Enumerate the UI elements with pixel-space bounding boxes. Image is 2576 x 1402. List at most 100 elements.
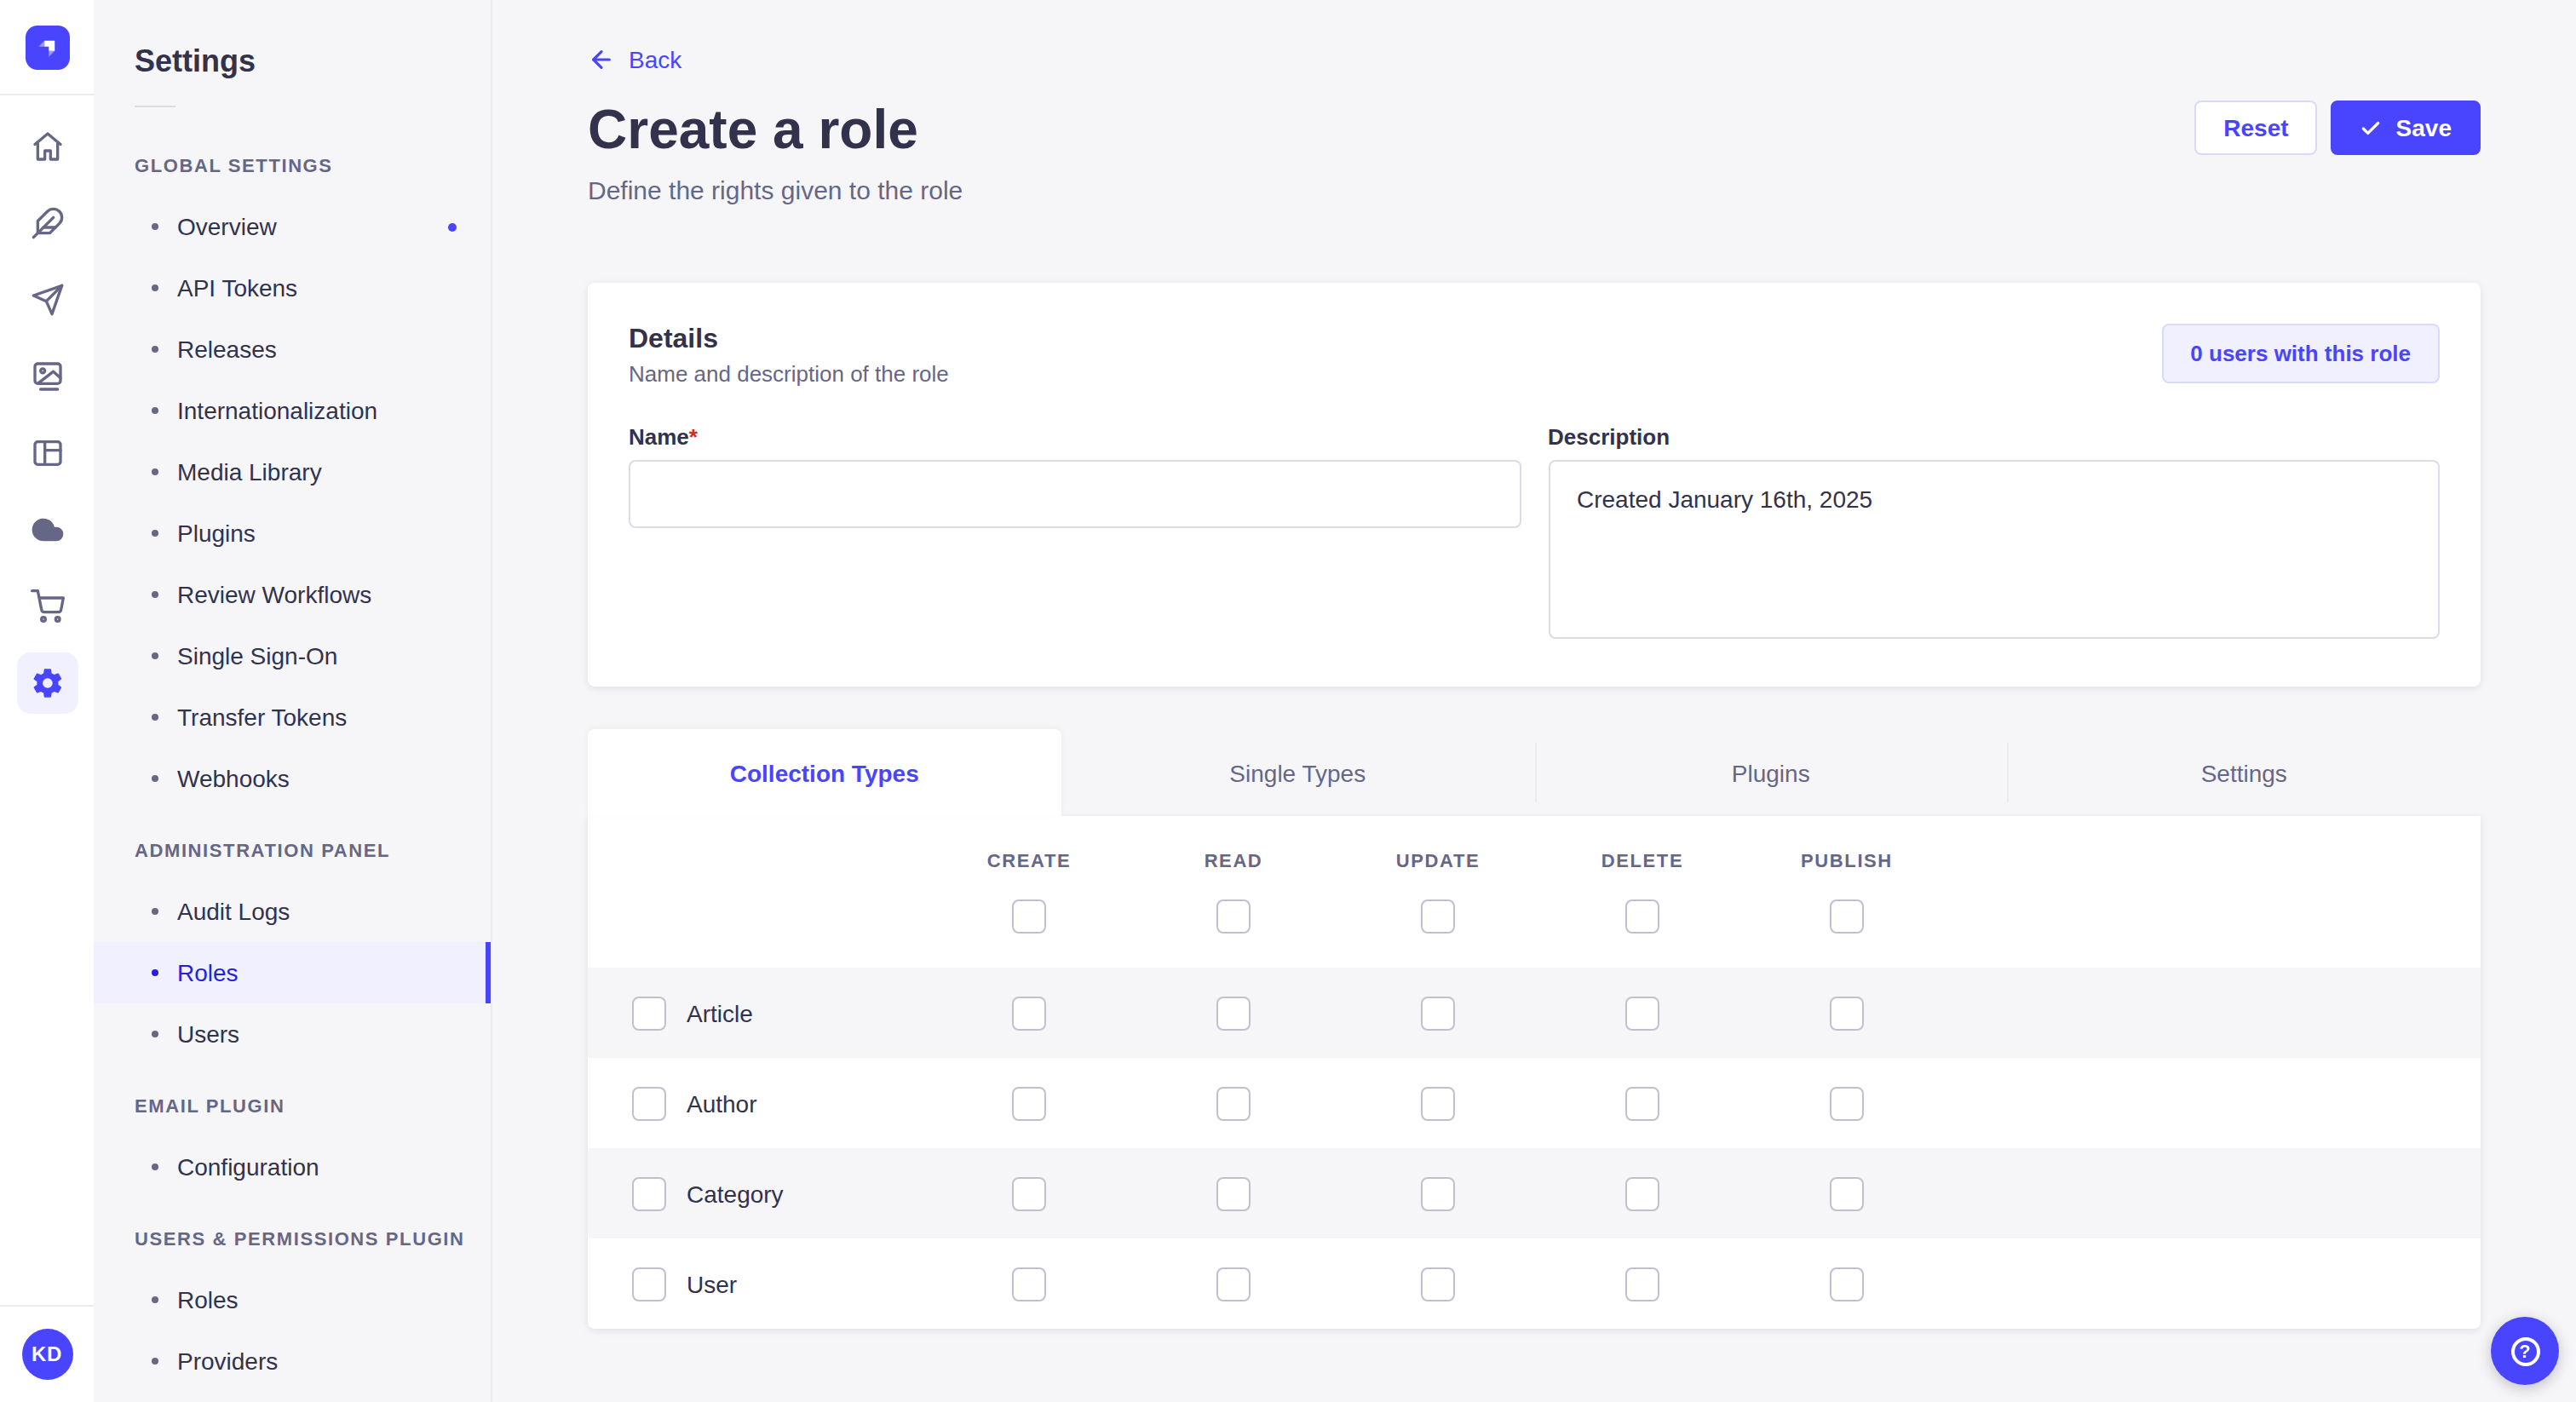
column-header-read: READ — [1131, 850, 1336, 871]
rail-bottom-section: KD — [0, 1305, 94, 1402]
row-user-checkbox[interactable] — [632, 1267, 666, 1301]
author-read-checkbox[interactable] — [1216, 1086, 1251, 1120]
tab-settings[interactable]: Settings — [2008, 729, 2481, 816]
user-create-checkbox[interactable] — [1012, 1267, 1046, 1301]
article-delete-checkbox[interactable] — [1625, 996, 1659, 1030]
permission-cell — [1336, 996, 1540, 1030]
author-publish-checkbox[interactable] — [1830, 1086, 1864, 1120]
tab-plugins[interactable]: Plugins — [1534, 729, 2008, 816]
tab-collection-types[interactable]: Collection Types — [588, 729, 1061, 816]
help-button[interactable]: ? — [2491, 1317, 2559, 1385]
sidebar-item-providers[interactable]: Providers — [94, 1330, 491, 1392]
category-read-checkbox[interactable] — [1216, 1176, 1251, 1210]
permissions-section: Collection TypesSingle TypesPluginsSetti… — [588, 729, 2481, 1329]
check-icon — [2360, 117, 2383, 139]
row-article-checkbox[interactable] — [632, 996, 666, 1030]
select-all-update-checkbox[interactable] — [1421, 899, 1455, 934]
user-publish-checkbox[interactable] — [1830, 1267, 1864, 1301]
category-publish-checkbox[interactable] — [1830, 1176, 1864, 1210]
description-textarea[interactable]: Created January 16th, 2025 — [1548, 460, 2440, 639]
sidebar-item-api-tokens[interactable]: API Tokens — [94, 257, 491, 319]
layout-icon[interactable] — [16, 422, 78, 484]
bullet-icon — [152, 714, 158, 721]
author-update-checkbox[interactable] — [1421, 1086, 1455, 1120]
sidebar-item-label: Audit Logs — [177, 898, 290, 925]
select-all-cell — [1131, 899, 1336, 934]
category-create-checkbox[interactable] — [1012, 1176, 1046, 1210]
category-delete-checkbox[interactable] — [1625, 1176, 1659, 1210]
back-label: Back — [629, 46, 681, 73]
sidebar-item-roles[interactable]: Roles — [94, 942, 491, 1003]
table-row-author: Author — [588, 1058, 2481, 1148]
bullet-icon — [152, 591, 158, 598]
sidebar-item-label: Configuration — [177, 1153, 319, 1181]
media-library-icon[interactable] — [16, 346, 78, 407]
permission-cell — [1336, 1086, 1540, 1120]
marketplace-cart-icon[interactable] — [16, 576, 78, 637]
user-avatar[interactable]: KD — [21, 1329, 72, 1380]
user-delete-checkbox[interactable] — [1625, 1267, 1659, 1301]
sidebar-item-roles[interactable]: Roles — [94, 1269, 491, 1330]
category-update-checkbox[interactable] — [1421, 1176, 1455, 1210]
sidebar-item-label: Transfer Tokens — [177, 704, 347, 731]
row-author-checkbox[interactable] — [632, 1086, 666, 1120]
sidebar-item-media-library[interactable]: Media Library — [94, 441, 491, 503]
bullet-icon — [152, 908, 158, 915]
permissions-tabs: Collection TypesSingle TypesPluginsSetti… — [588, 729, 2481, 816]
sidebar-item-plugins[interactable]: Plugins — [94, 503, 491, 564]
permission-cell — [1745, 1267, 1949, 1301]
permission-cell — [1336, 1267, 1540, 1301]
details-title: Details — [629, 324, 949, 354]
strapi-logo[interactable] — [25, 25, 69, 69]
user-read-checkbox[interactable] — [1216, 1267, 1251, 1301]
select-all-publish-checkbox[interactable] — [1830, 899, 1864, 934]
row-label-cell: Author — [588, 1086, 927, 1120]
nav-section-label: EMAIL PLUGIN — [94, 1092, 491, 1119]
author-create-checkbox[interactable] — [1012, 1086, 1046, 1120]
sidebar-item-webhooks[interactable]: Webhooks — [94, 748, 491, 809]
sidebar-item-releases[interactable]: Releases — [94, 319, 491, 380]
save-button[interactable]: Save — [2332, 101, 2481, 155]
users-with-role-badge[interactable]: 0 users with this role — [2161, 324, 2440, 383]
name-input[interactable] — [629, 460, 1521, 528]
user-update-checkbox[interactable] — [1421, 1267, 1455, 1301]
permission-cell — [927, 1176, 1131, 1210]
cloud-icon[interactable] — [16, 499, 78, 560]
sidebar-item-internationalization[interactable]: Internationalization — [94, 380, 491, 441]
bullet-icon — [152, 652, 158, 659]
sidebar-item-label: API Tokens — [177, 274, 297, 302]
article-publish-checkbox[interactable] — [1830, 996, 1864, 1030]
author-delete-checkbox[interactable] — [1625, 1086, 1659, 1120]
article-update-checkbox[interactable] — [1421, 996, 1455, 1030]
sidebar-item-single-sign-on[interactable]: Single Sign-On — [94, 625, 491, 687]
paper-plane-icon[interactable] — [16, 269, 78, 330]
row-label-cell: Category — [588, 1176, 927, 1210]
sidebar-item-label: Overview — [177, 213, 277, 240]
page-title: Create a role — [588, 97, 918, 162]
select-all-create-checkbox[interactable] — [1012, 899, 1046, 934]
sidebar-item-transfer-tokens[interactable]: Transfer Tokens — [94, 687, 491, 748]
reset-button[interactable]: Reset — [2194, 101, 2317, 155]
feather-icon[interactable] — [16, 192, 78, 254]
strapi-logo-icon — [32, 32, 62, 62]
sidebar-item-users[interactable]: Users — [94, 1003, 491, 1065]
sidebar-item-audit-logs[interactable]: Audit Logs — [94, 881, 491, 942]
home-icon[interactable] — [16, 116, 78, 177]
sidebar-item-configuration[interactable]: Configuration — [94, 1136, 491, 1198]
select-all-read-checkbox[interactable] — [1216, 899, 1251, 934]
back-link[interactable]: Back — [588, 46, 681, 73]
bullet-icon — [152, 530, 158, 537]
bullet-icon — [152, 1296, 158, 1303]
tab-single-types[interactable]: Single Types — [1061, 729, 1535, 816]
sidebar-item-review-workflows[interactable]: Review Workflows — [94, 564, 491, 625]
bullet-icon — [152, 1031, 158, 1037]
header-spacer — [588, 850, 927, 871]
article-read-checkbox[interactable] — [1216, 996, 1251, 1030]
row-category-checkbox[interactable] — [632, 1176, 666, 1210]
row-label-cell: Article — [588, 996, 927, 1030]
settings-gear-icon[interactable] — [16, 652, 78, 714]
article-create-checkbox[interactable] — [1012, 996, 1046, 1030]
select-all-delete-checkbox[interactable] — [1625, 899, 1659, 934]
sidebar-item-overview[interactable]: Overview — [94, 196, 491, 257]
header-spacer — [588, 899, 927, 934]
